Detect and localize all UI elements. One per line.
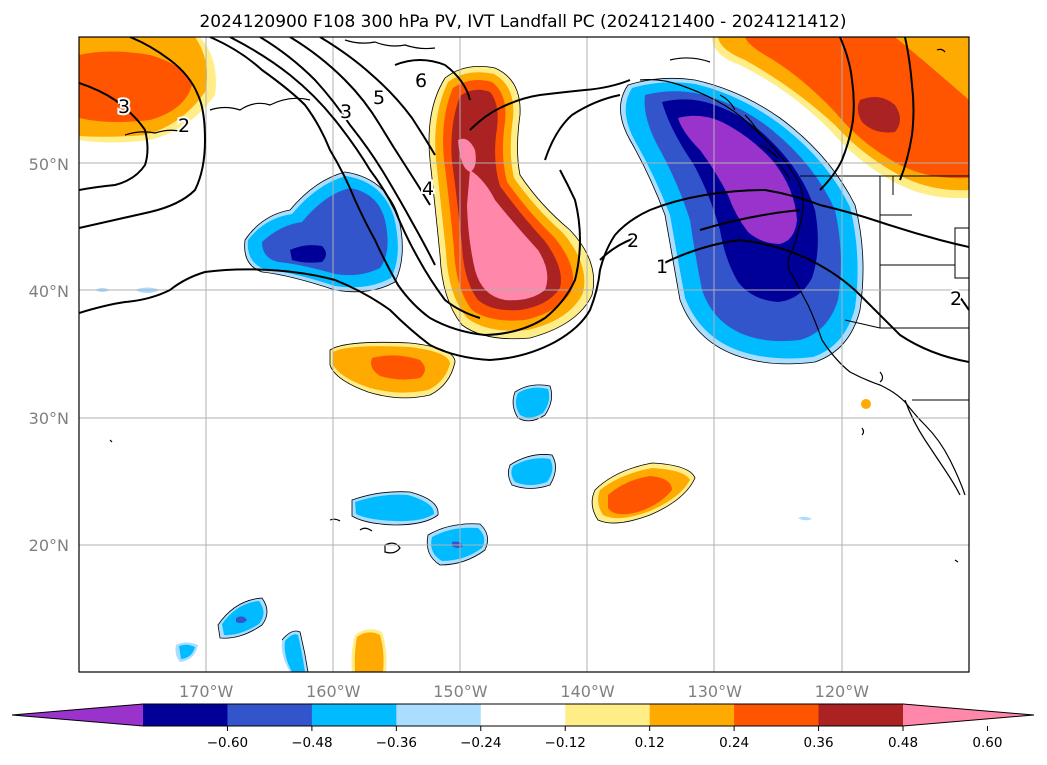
colorbar-outline <box>11 703 1035 727</box>
pos-anomaly-central <box>429 66 594 339</box>
colorbar-segment-3 <box>396 704 482 726</box>
contour-label-9: 2 <box>950 288 962 310</box>
colorbar: −0.60 −0.48 −0.36 −0.24 −0.12 0.12 0.24 0.36 0.4… <box>11 703 1035 751</box>
colorbar-extend-min <box>12 704 143 726</box>
longitude-labels: 170°W 160°W 150°W 140°W 130°W 120°W <box>179 682 869 701</box>
contour-label-2: 2 <box>178 115 190 137</box>
latitude-labels: 20°N 30°N 40°N 50°N <box>29 155 69 555</box>
pos-anomaly-small <box>351 399 871 672</box>
colorbar-segment-1 <box>227 704 313 726</box>
lat-label-1: 30°N <box>29 409 69 428</box>
colorbar-segment-0 <box>143 704 228 726</box>
contour-label-1: 3 <box>118 96 130 118</box>
colorbar-label-9: 0.60 <box>972 735 1002 751</box>
contour-label-3: 3 <box>340 101 352 123</box>
colorbar-segment-4 <box>480 704 566 726</box>
map-frame <box>78 36 970 673</box>
contour-label-8: 1 <box>656 256 668 278</box>
coastlines <box>109 39 966 563</box>
colorbar-label-4: −0.12 <box>545 735 586 751</box>
colorbar-label-5: 0.12 <box>635 735 665 751</box>
neg-anomaly-central-pacific <box>244 172 403 292</box>
colorbar-segment-8 <box>818 704 904 726</box>
figure-title: 2024120900 F108 300 hPa PV, IVT Landfall… <box>199 12 846 32</box>
colorbar-segment-5 <box>565 704 651 726</box>
pos-anomaly-subtropical-1 <box>330 342 455 398</box>
pos-anomaly-subtropical-2 <box>592 463 695 524</box>
colorbar-label-2: −0.36 <box>376 735 417 751</box>
gridlines <box>79 37 969 672</box>
colorbar-segment-7 <box>734 704 820 726</box>
neg-anomaly-small-blobs <box>95 287 812 672</box>
contour-label-6: 4 <box>422 178 434 200</box>
map-area: 3 2 3 5 6 4 2 1 2 <box>79 37 969 672</box>
colorbar-label-1: −0.48 <box>291 735 332 751</box>
colorbar-segment-6 <box>649 704 735 726</box>
colorbar-label-0: −0.60 <box>207 735 248 751</box>
lat-label-2: 40°N <box>29 282 69 301</box>
colorbar-label-3: −0.24 <box>460 735 501 751</box>
colorbar-label-8: 0.48 <box>888 735 918 751</box>
colorbar-extend-max <box>903 704 1034 726</box>
colorbar-label-7: 0.36 <box>804 735 834 751</box>
contour-label-5: 6 <box>415 70 427 92</box>
lat-label-3: 50°N <box>29 155 69 174</box>
lon-label-5: 120°W <box>815 682 870 701</box>
anomaly-outlines <box>217 65 864 672</box>
lon-label-2: 150°W <box>433 682 488 701</box>
pos-anomaly-ne-corner <box>712 37 969 199</box>
lon-label-4: 130°W <box>688 682 743 701</box>
lon-label-0: 170°W <box>179 682 234 701</box>
colorbar-segment-2 <box>311 704 397 726</box>
borders <box>800 175 969 401</box>
lon-label-1: 160°W <box>306 682 361 701</box>
pv-contours <box>79 37 969 363</box>
lon-label-3: 140°W <box>560 682 615 701</box>
colorbar-label-6: 0.24 <box>719 735 749 751</box>
pos-anomaly-nw-corner <box>79 37 216 143</box>
contour-label-7: 2 <box>627 230 639 252</box>
lat-label-0: 20°N <box>29 536 69 555</box>
contour-label-4: 5 <box>373 87 385 109</box>
